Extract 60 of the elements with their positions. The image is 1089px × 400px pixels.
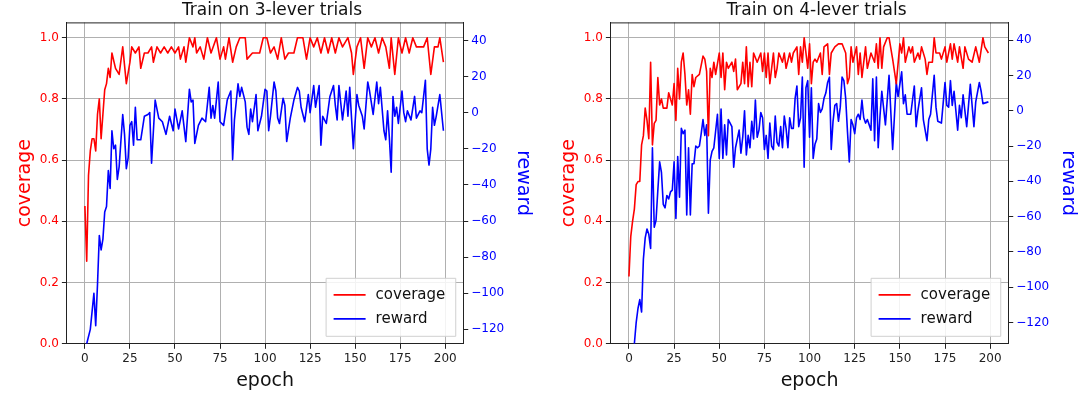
y2-tick-label: −60 — [471, 213, 497, 228]
y-tick-label: 0.4 — [583, 213, 603, 228]
x-tick-label: 50 — [167, 351, 183, 366]
x-tick-label: 175 — [933, 351, 957, 366]
x-tick-label: 200 — [433, 351, 457, 366]
y2-tick-label: 20 — [1016, 67, 1032, 82]
y2-tick-label: −40 — [471, 177, 497, 192]
chart-title: Train on 3-lever trials — [180, 0, 363, 19]
x-tick-label: 150 — [888, 351, 912, 366]
y2-tick-label: −80 — [471, 249, 497, 264]
y-axis-title: coverage — [12, 138, 35, 228]
y2-axis-title: reward — [513, 150, 536, 217]
legend-label: reward — [920, 308, 973, 327]
y2-tick-label: −20 — [471, 140, 497, 155]
y2-tick-label: −80 — [1016, 244, 1042, 259]
x-tick-label: 125 — [843, 351, 867, 366]
x-tick-label: 100 — [798, 351, 822, 366]
legend-label: coverage — [375, 284, 446, 303]
x-tick-label: 75 — [212, 351, 228, 366]
y2-tick-label: 40 — [471, 32, 487, 47]
y-tick-label: 0.4 — [39, 213, 59, 228]
y-tick-label: 0.8 — [583, 91, 603, 106]
y2-tick-label: 0 — [471, 104, 479, 119]
y-tick-label: 0.8 — [39, 91, 59, 106]
legend-label: coverage — [920, 284, 991, 303]
x-tick-label: 0 — [81, 351, 89, 366]
x-tick-label: 0 — [625, 351, 633, 366]
y-tick-label: 1.0 — [583, 29, 603, 44]
y2-tick-label: 0 — [1016, 102, 1024, 117]
y-tick-label: 0.2 — [583, 274, 603, 289]
y-tick-label: 1.0 — [39, 29, 59, 44]
y2-tick-label: −20 — [1016, 138, 1042, 153]
y2-tick-label: −100 — [471, 285, 505, 300]
y2-tick-label: −40 — [1016, 173, 1042, 188]
y2-tick-label: −120 — [1016, 314, 1050, 329]
y-tick-label: 0.2 — [39, 274, 59, 289]
x-tick-label: 200 — [978, 351, 1002, 366]
x-tick-label: 175 — [388, 351, 412, 366]
y2-axis-title: reward — [1058, 150, 1081, 217]
chart-title: Train on 4-lever trials — [725, 0, 907, 19]
x-axis-title: epoch — [780, 367, 839, 390]
x-axis-title: epoch — [236, 367, 294, 390]
x-tick-label: 50 — [711, 351, 727, 366]
x-tick-label: 150 — [343, 351, 367, 366]
x-tick-label: 125 — [298, 351, 322, 366]
y-axis-title: coverage — [556, 138, 579, 228]
y-tick-label: 0.0 — [583, 335, 603, 350]
y-tick-label: 0.6 — [39, 152, 59, 167]
y-tick-label: 0.6 — [583, 152, 603, 167]
y2-tick-label: −60 — [1016, 208, 1042, 223]
y2-tick-label: 40 — [1016, 32, 1032, 47]
y2-tick-label: −100 — [1016, 279, 1050, 294]
x-tick-label: 25 — [122, 351, 138, 366]
x-tick-label: 75 — [756, 351, 773, 366]
y-tick-label: 0.0 — [39, 335, 59, 350]
y2-tick-label: −120 — [471, 321, 505, 336]
y2-tick-label: 20 — [471, 68, 487, 83]
x-tick-label: 25 — [666, 351, 682, 366]
x-tick-label: 100 — [253, 351, 277, 366]
legend-label: reward — [375, 308, 428, 327]
